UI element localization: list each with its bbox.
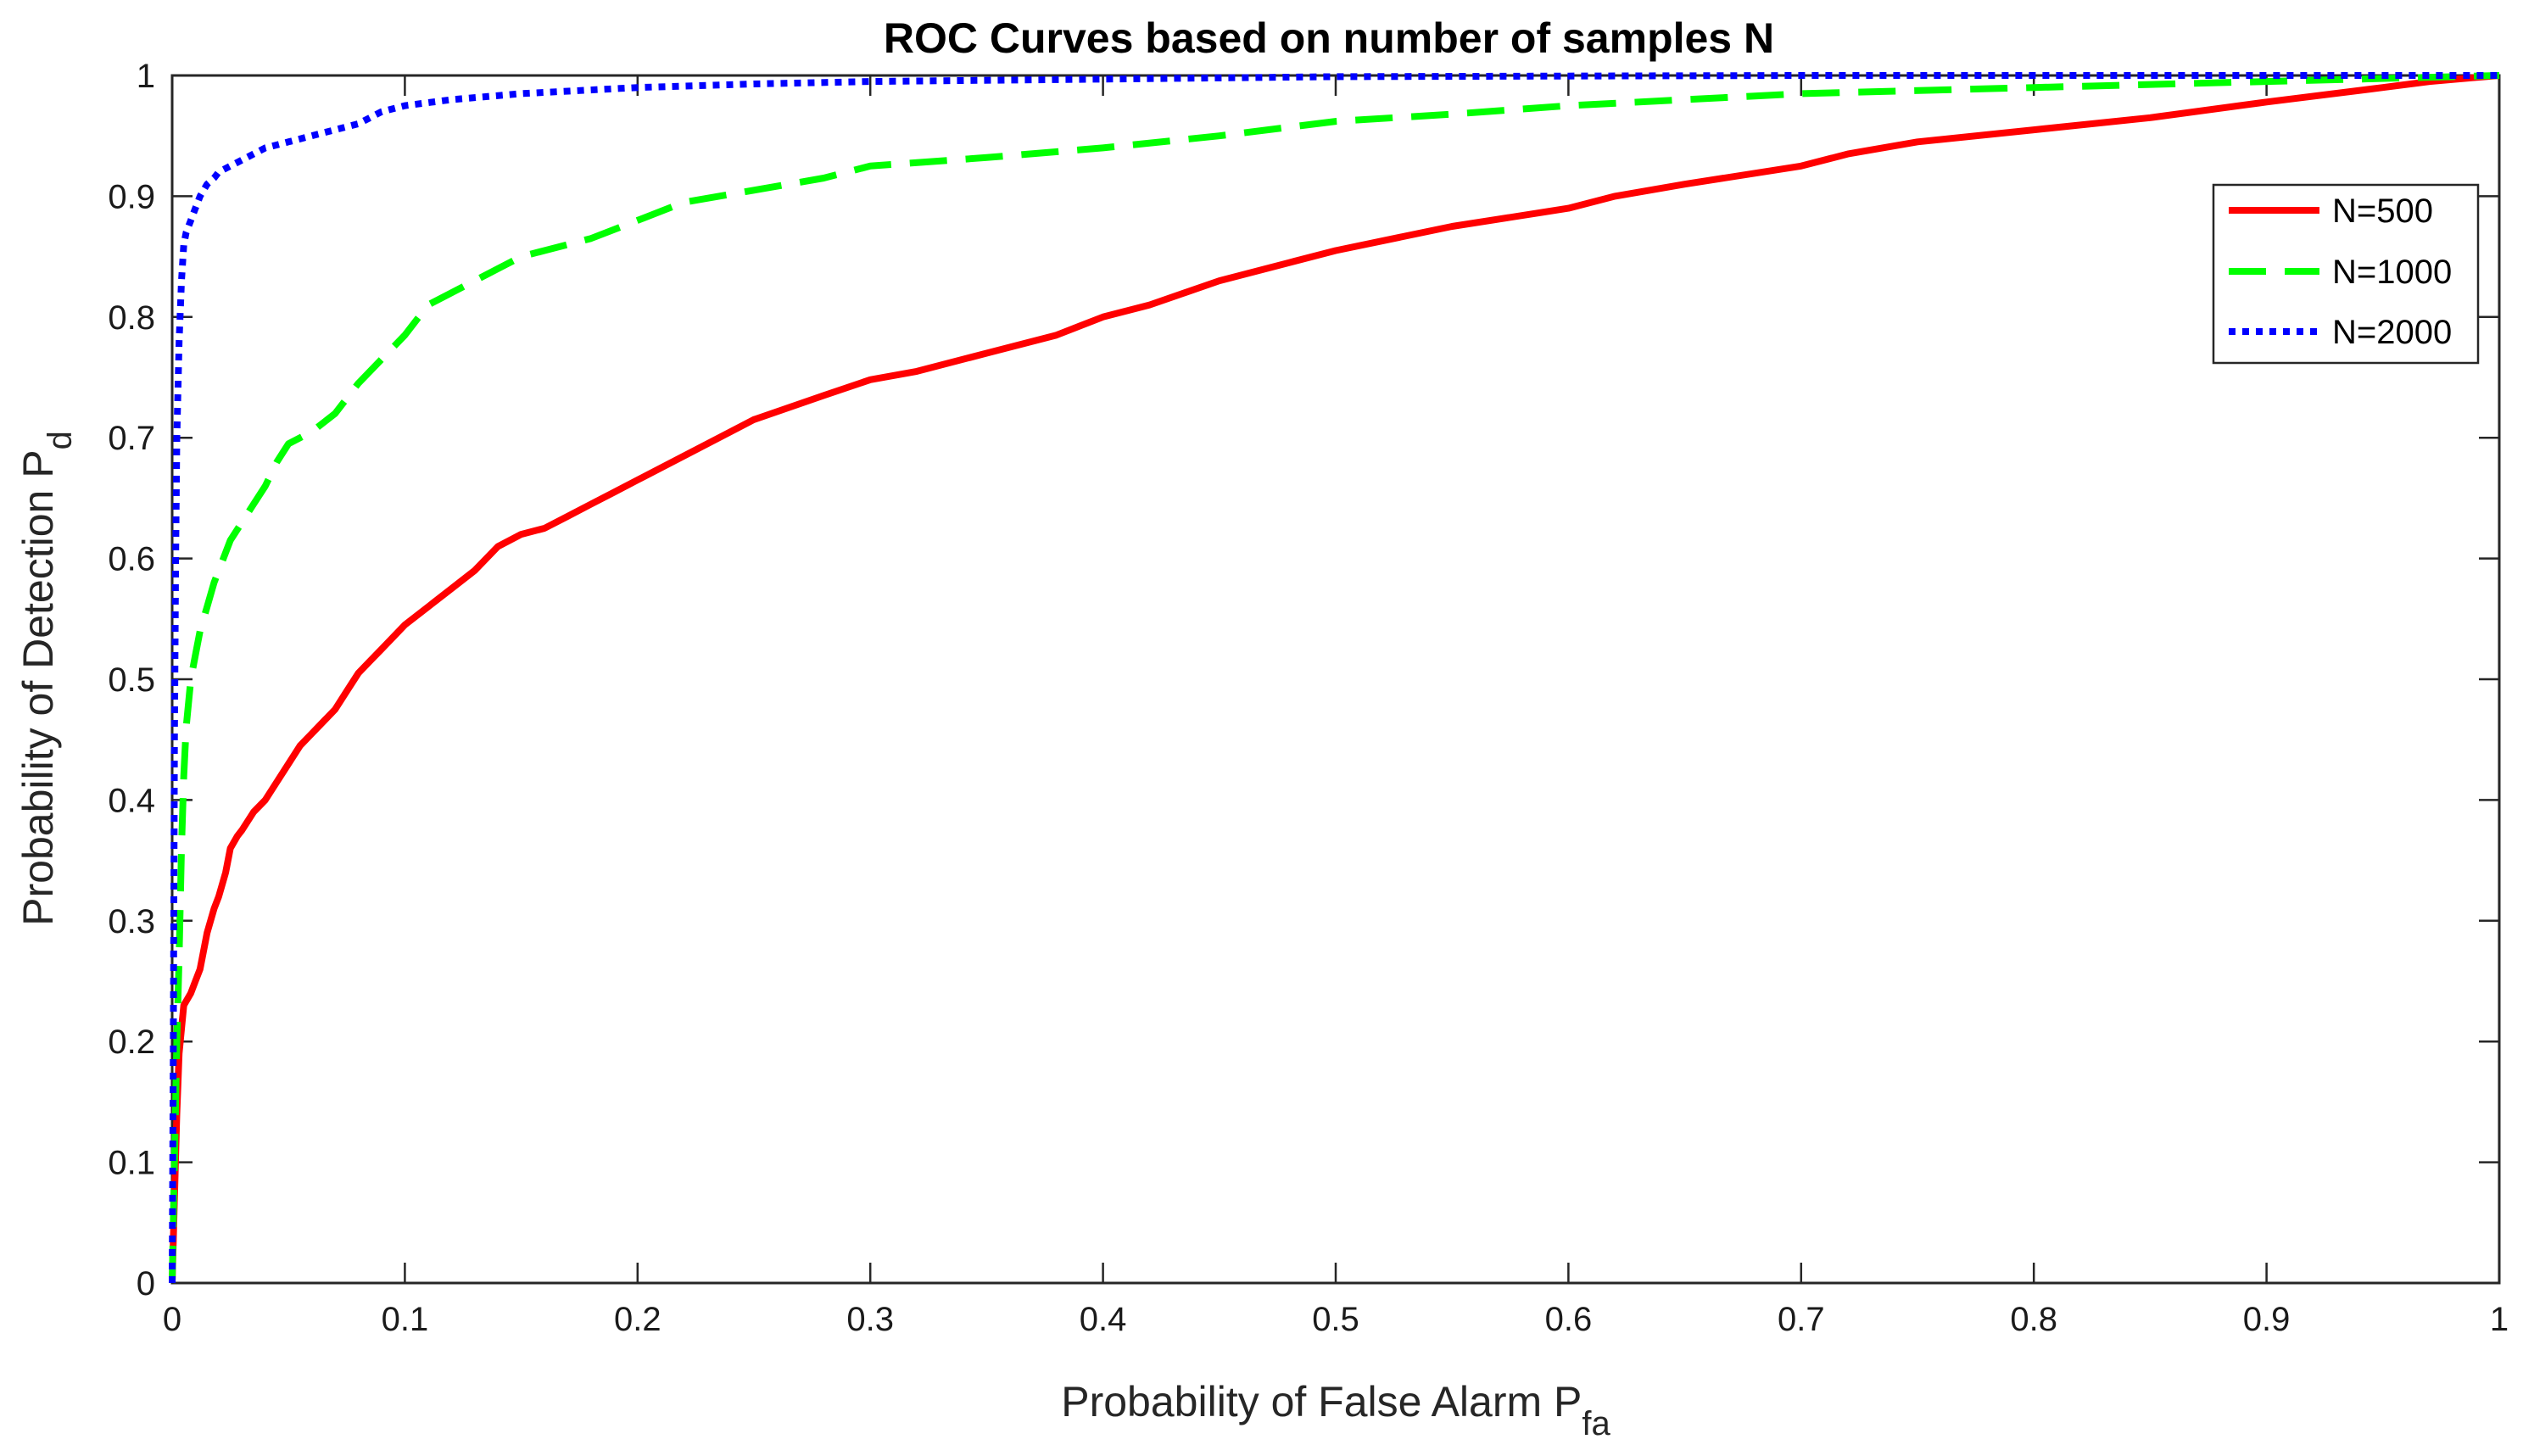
legend: N=500 N=1000 N=2000 [2212,183,2480,365]
y-tick-label: 0.7 [108,420,155,457]
legend-label-n500: N=500 [2332,192,2433,230]
y-tick-label: 0.3 [108,903,155,940]
x-tick-label: 1 [2490,1301,2509,1338]
x-tick-label: 0.4 [1080,1301,1127,1338]
x-axis-label-sub: fa [1582,1405,1610,1442]
y-tick-label: 0.5 [108,661,155,699]
y-tick-label: 1 [137,58,155,95]
y-tick-label: 0.1 [108,1145,155,1182]
y-tick-label: 0.6 [108,541,155,578]
y-axis-label: Probability of Detection Pd [14,431,79,926]
x-tick-label: 0.6 [1545,1301,1593,1338]
plot-area [170,74,2501,1285]
y-tick-label: 0 [137,1265,155,1303]
series-lines [169,72,2500,1284]
x-axis-label: Probability of False Alarm Pfa [1061,1378,1610,1442]
x-tick-label: 0.7 [1778,1301,1825,1338]
x-axis-label-main: Probability of False Alarm P [1061,1378,1582,1425]
chart-title: ROC Curves based on number of samples N [884,14,1774,62]
legend-label-n2000: N=2000 [2332,314,2452,351]
x-tick-label: 0.5 [1312,1301,1359,1338]
x-tick-label: 0.3 [846,1301,894,1338]
x-tick-label: 0.9 [2243,1301,2291,1338]
x-tick-label: 0.1 [382,1301,429,1338]
x-tick-label: 0.2 [614,1301,661,1338]
y-tick-label: 0.4 [108,782,155,819]
y-tick-label: 0.2 [108,1024,155,1061]
y-axis-label-main: Probability of Detection P [14,449,62,925]
legend-label-n1000: N=1000 [2332,254,2452,291]
series-n2000-line [169,72,2499,1284]
y-tick-label: 0.8 [108,299,155,337]
y-tick-label: 0.9 [108,178,155,215]
series-n500-line [169,72,2500,1284]
x-tick-label: 0 [163,1301,181,1338]
x-axis-ticks: 0 0.1 0.2 0.3 0.4 0.5 0.6 0.7 0.8 0.9 1 [163,75,2509,1338]
x-tick-label: 0.8 [2010,1301,2057,1338]
series-n1000-line [169,72,2500,1284]
y-axis-label-sub: d [42,431,79,449]
